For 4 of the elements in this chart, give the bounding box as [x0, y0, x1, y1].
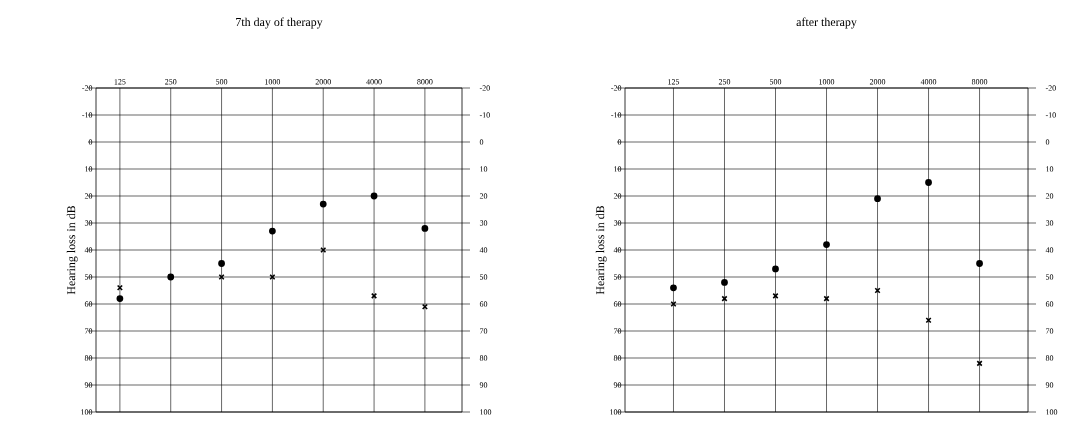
chart-title: after therapy	[796, 17, 857, 29]
y-axis-title: Hearing loss in dB	[66, 205, 78, 295]
y-axis-title: Hearing loss in dB	[595, 205, 607, 295]
chart-title: 7th day of therapy	[236, 17, 323, 29]
